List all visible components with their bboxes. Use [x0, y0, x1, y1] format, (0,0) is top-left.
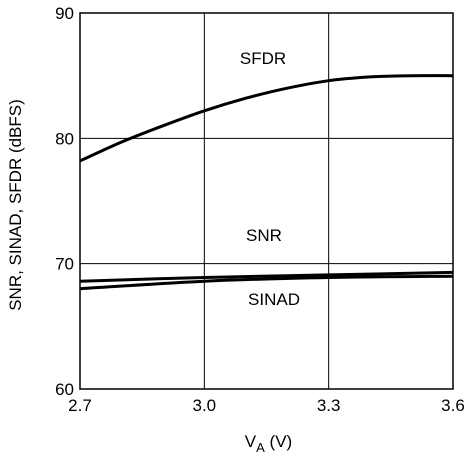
x-axis-label-main: V: [245, 432, 257, 451]
y-axis-label: SNR, SINAD, SFDR (dBFS): [6, 99, 25, 311]
series-line-sinad: [79, 274, 454, 291]
x-axis-label: VA (V): [245, 432, 292, 455]
x-tick-label: 3.6: [441, 396, 465, 415]
x-axis-label-unit: (V): [265, 432, 292, 451]
series-lines: [79, 74, 454, 291]
y-tick-label: 90: [55, 4, 74, 23]
y-tick-label: 70: [55, 255, 74, 274]
x-axis-label-subscript: A: [256, 440, 265, 455]
series-line-sfdr: [79, 74, 454, 163]
y-tick-label: 80: [55, 129, 74, 148]
series-line-snr: [79, 270, 454, 283]
x-tick-labels: 2.7 3.0 3.3 3.6: [68, 396, 465, 415]
series-label-snr: SNR: [246, 226, 282, 245]
x-tick-label: 3.0: [193, 396, 217, 415]
x-tick-label: 3.3: [317, 396, 341, 415]
y-tick-label: 60: [55, 380, 74, 399]
series-label-sinad: SINAD: [248, 290, 300, 309]
x-tick-label: 2.7: [68, 396, 92, 415]
grid-lines: [80, 13, 453, 389]
series-label-sfdr: SFDR: [240, 49, 286, 68]
plot-frame: [79, 12, 454, 390]
y-tick-labels: 60 70 80 90: [55, 4, 74, 399]
